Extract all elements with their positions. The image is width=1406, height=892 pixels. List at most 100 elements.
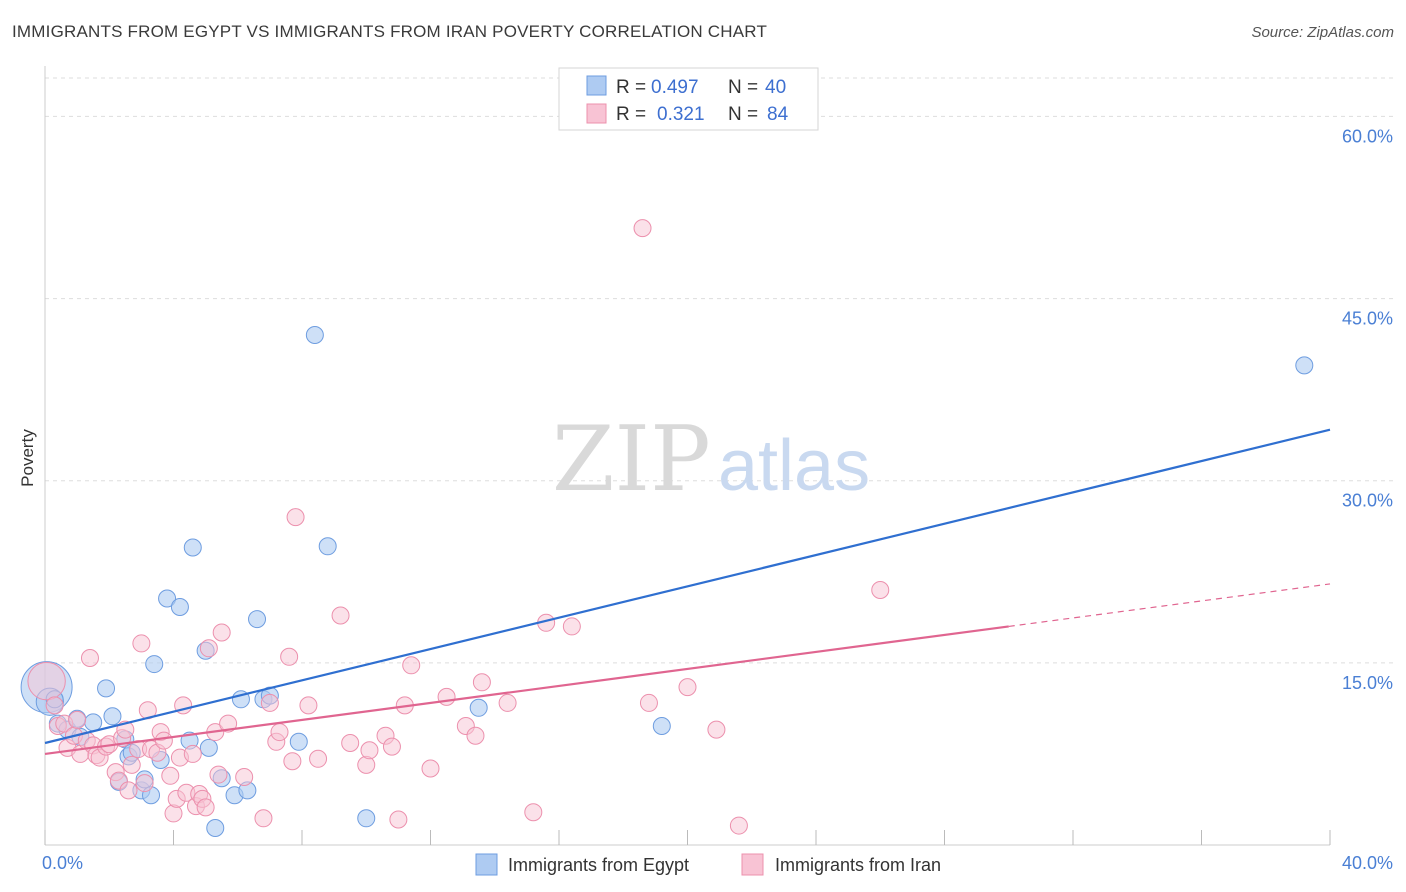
iran-point [286, 508, 305, 527]
iran-point [524, 803, 543, 822]
egypt-point [318, 537, 337, 556]
iran-trend-extension [1008, 583, 1331, 628]
iran-point [562, 617, 581, 636]
y-tick-label: 15.0% [1342, 673, 1393, 693]
iran-point [341, 734, 360, 752]
iran-point [639, 693, 658, 712]
watermark-atlas: atlas [718, 426, 870, 506]
egypt-point [199, 738, 218, 757]
iran-point [498, 693, 517, 712]
iran-point [80, 649, 99, 667]
legend-egypt-label: Immigrants from Egypt [508, 855, 689, 875]
iran-point [357, 755, 376, 774]
iran-n-value: 84 [767, 104, 789, 125]
legend-egypt-swatch [475, 853, 498, 876]
iran-point [119, 781, 138, 800]
egypt-point [84, 713, 103, 732]
iran-point [209, 765, 228, 784]
iran-trend-line [44, 625, 1009, 756]
watermark: ZIP atlas [552, 407, 870, 512]
egypt-r-label: R = [616, 77, 646, 98]
legend-iran-label: Immigrants from Iran [775, 855, 941, 875]
iran-point [633, 219, 652, 238]
egypt-n-label: N = [728, 77, 758, 98]
series-legend: Immigrants from Egypt Immigrants from Ir… [475, 853, 941, 876]
stats-legend: R = 0.497 N = 40 R = 0.321 N = 84 [558, 67, 819, 131]
iran-point [299, 696, 318, 715]
iran-point [212, 623, 231, 642]
egypt-trend-line [44, 428, 1331, 745]
iran-point [164, 804, 183, 823]
iran-point [68, 710, 87, 729]
egypt-point [469, 698, 488, 717]
egypt-point [652, 717, 671, 735]
iran-point [466, 726, 485, 745]
x-tick-label-max: 40.0% [1342, 853, 1393, 873]
iran-point [729, 816, 748, 835]
egypt-point [1295, 356, 1314, 375]
egypt-point [357, 809, 376, 828]
iran-point [421, 759, 440, 778]
iran-point [135, 774, 154, 793]
iran-r-value: 0.321 [657, 104, 705, 125]
egypt-point [158, 589, 177, 608]
iran-point [260, 693, 279, 712]
data-points [20, 219, 1314, 837]
y-tick-label: 45.0% [1342, 309, 1393, 329]
iran-point [382, 737, 401, 756]
y-tick-label: 60.0% [1342, 126, 1393, 146]
iran-point [280, 647, 299, 666]
iran-swatch [586, 103, 607, 124]
trend-lines [44, 428, 1331, 756]
grid-lines [45, 77, 1395, 664]
iran-point [707, 720, 726, 739]
iran-point [122, 755, 141, 774]
iran-point [154, 731, 173, 750]
egypt-point [103, 707, 122, 726]
iran-point [678, 678, 697, 697]
iran-point [871, 581, 890, 599]
iran-point [199, 639, 218, 658]
iran-point [254, 809, 273, 828]
iran-point [331, 606, 350, 625]
egypt-point [97, 679, 116, 698]
iran-point [219, 714, 238, 733]
iran-n-label: N = [728, 104, 758, 125]
iran-point [389, 810, 408, 829]
iran-point [472, 673, 491, 692]
iran-point [196, 798, 215, 817]
source-label: Source: ZipAtlas.com [1251, 24, 1394, 41]
egypt-n-value: 40 [765, 77, 786, 98]
egypt-point [305, 326, 324, 344]
axes [44, 66, 1331, 846]
y-tick-label: 30.0% [1342, 491, 1393, 511]
iran-point [283, 752, 302, 771]
egypt-point [206, 819, 225, 837]
egypt-point [289, 732, 308, 751]
iran-point [402, 656, 421, 675]
iran-r-label: R = [616, 104, 646, 125]
iran-point [27, 661, 66, 701]
legend-iran-swatch [741, 853, 764, 876]
egypt-r-value: 0.497 [651, 77, 699, 98]
egypt-swatch [586, 75, 607, 96]
iran-point [360, 741, 379, 760]
y-axis-title: Poverty [18, 429, 37, 487]
iran-point [161, 766, 180, 785]
watermark-zip: ZIP [552, 407, 711, 512]
iran-point [270, 723, 289, 742]
iran-point [309, 749, 328, 768]
iran-point [183, 744, 202, 763]
egypt-point [170, 598, 189, 616]
egypt-point [145, 655, 164, 674]
iran-point [132, 634, 151, 653]
iran-point [437, 687, 456, 706]
x-tick-label-min: 0.0% [42, 853, 83, 873]
iran-point [235, 768, 254, 786]
egypt-point [248, 610, 267, 629]
axis-labels: 15.0% 30.0% 45.0% 60.0% 0.0% 40.0% [42, 126, 1393, 873]
egypt-point [183, 538, 202, 557]
iran-point [45, 696, 64, 715]
chart-title: IMMIGRANTS FROM EGYPT VS IMMIGRANTS FROM… [12, 22, 768, 41]
